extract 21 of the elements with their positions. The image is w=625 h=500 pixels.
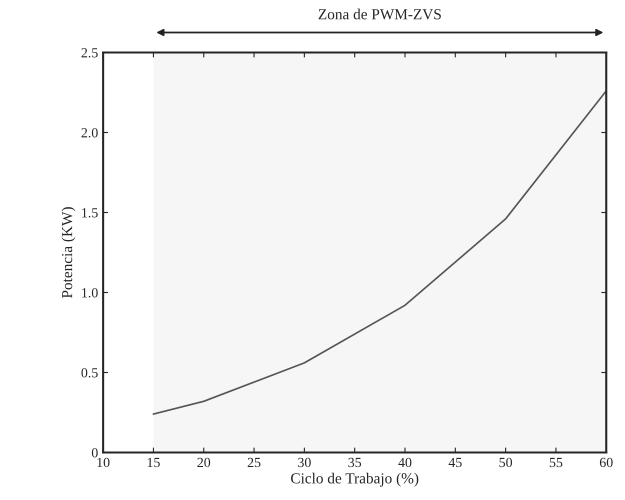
x-tick-label: 10 [97, 458, 110, 468]
x-tick-label: 60 [600, 458, 613, 468]
x-tick-label: 25 [248, 458, 260, 468]
y-tick-label: 0.5 [81, 368, 98, 378]
x-tick-label: 30 [298, 458, 311, 468]
x-tick-label: 15 [148, 458, 160, 468]
x-tick-label: 55 [550, 458, 562, 468]
y-tick-label: 2.5 [82, 48, 98, 58]
x-tick-label: 50 [499, 458, 512, 468]
x-tick-label: 20 [197, 458, 210, 468]
y-tick-label: 2.0 [82, 128, 98, 138]
line-series [152, 90, 606, 415]
x-axis-title: Ciclo de Trabajo (%) [291, 472, 418, 487]
x-tick-label: 45 [448, 458, 462, 468]
y-tick-label: 1.0 [82, 288, 98, 298]
x-tick-label: 40 [398, 458, 412, 468]
x-tick-label: 35 [348, 458, 362, 468]
y-axis-title: Potencia (KW) [61, 207, 76, 298]
y-tick-label: 1.5 [82, 208, 98, 218]
band-label: Zona de PWM-ZVS [318, 8, 441, 20]
y-tick-label: 0 [92, 448, 98, 458]
